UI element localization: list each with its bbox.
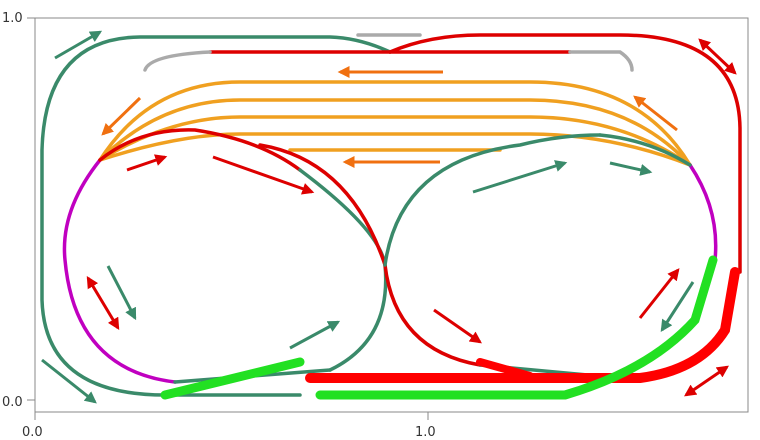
tracks [40,33,742,397]
route-highlight [160,255,740,400]
plot-frame [34,17,749,413]
x-tick-label: 1.0 [415,425,436,440]
y-tick-label: 0.0 [2,395,23,410]
y-tick-label: 1.0 [2,11,23,26]
axis-ticks [27,17,429,420]
direction-arrows [41,30,737,404]
x-tick-label: 0.0 [22,425,43,440]
